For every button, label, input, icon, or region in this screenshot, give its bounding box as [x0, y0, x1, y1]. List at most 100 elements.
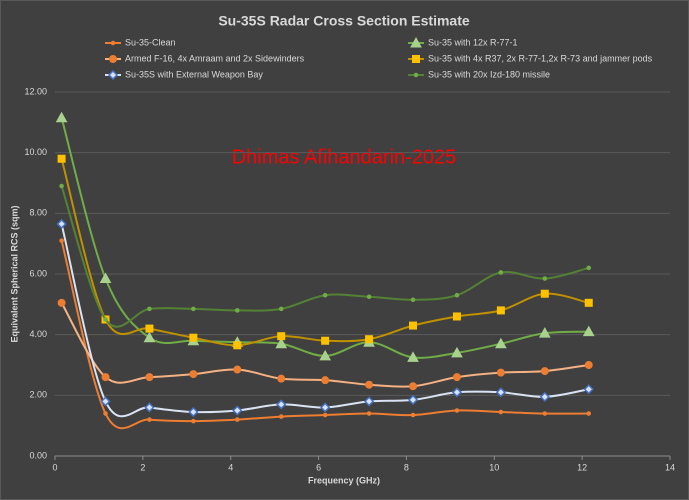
marker	[100, 396, 111, 407]
marker	[232, 405, 243, 416]
y-tick-label: 12.00	[24, 86, 47, 96]
legend-marker	[410, 36, 422, 48]
marker	[103, 317, 108, 322]
marker	[498, 409, 504, 415]
marker	[452, 373, 461, 382]
x-tick-label: 6	[316, 462, 321, 472]
marker	[583, 384, 594, 395]
legend-label: Armed F-16, 4x Amraam and 2x Sidewinders	[125, 53, 305, 63]
x-tick-label: 0	[52, 462, 57, 472]
marker	[233, 341, 242, 350]
legend-marker	[413, 72, 419, 78]
marker	[147, 306, 152, 312]
marker	[189, 333, 198, 342]
marker	[586, 265, 592, 271]
y-tick-label: 10.00	[24, 147, 47, 157]
marker	[59, 183, 64, 189]
y-tick-label: 6.00	[29, 268, 47, 278]
marker	[322, 292, 328, 298]
marker	[99, 272, 112, 284]
marker	[57, 154, 66, 163]
marker	[235, 308, 240, 313]
legend-label: Su-35S with External Weapon Bay	[125, 69, 263, 79]
marker	[495, 337, 507, 349]
marker	[538, 327, 551, 338]
marker	[278, 414, 284, 419]
marker	[321, 376, 330, 385]
marker	[586, 411, 592, 416]
marker	[496, 306, 505, 315]
marker	[582, 325, 595, 337]
x-tick-label: 8	[404, 462, 409, 472]
marker	[407, 394, 419, 405]
marker	[321, 336, 330, 345]
x-tick-label: 14	[665, 462, 675, 472]
marker	[409, 382, 418, 391]
marker	[584, 298, 593, 307]
marker	[365, 335, 374, 344]
marker	[542, 276, 548, 281]
y-tick-label: 8.00	[29, 208, 47, 218]
y-tick-label: 0.00	[29, 450, 47, 460]
marker	[145, 324, 154, 333]
marker	[320, 402, 331, 413]
legend-marker	[412, 55, 420, 63]
marker	[451, 387, 463, 398]
legend-label: Su-35 with 20x Izd-180 missile	[428, 69, 550, 79]
marker	[188, 406, 199, 418]
marker	[366, 411, 372, 416]
marker	[410, 412, 416, 418]
marker	[319, 349, 332, 361]
marker	[496, 368, 505, 377]
marker	[145, 373, 154, 382]
marker	[276, 399, 287, 410]
annotation: Dhimas Afihandarin-2025	[232, 146, 457, 168]
legend-marker	[110, 40, 116, 46]
marker	[540, 289, 549, 298]
x-tick-label: 4	[228, 462, 233, 472]
marker	[147, 417, 152, 422]
chart-title: Su-35S Radar Cross Section Estimate	[218, 13, 470, 29]
marker	[235, 417, 240, 422]
legend-label: Su-35-Clean	[125, 37, 176, 47]
y-axis-title: Equivalent Spherical RCS (sqm)	[9, 205, 19, 342]
marker	[275, 337, 288, 349]
x-tick-label: 2	[140, 462, 145, 472]
marker	[55, 111, 68, 123]
legend-marker	[107, 69, 119, 81]
marker	[584, 361, 593, 369]
marker	[542, 411, 548, 416]
marker	[56, 218, 67, 230]
marker	[452, 312, 461, 321]
marker	[540, 367, 549, 376]
marker	[539, 391, 550, 402]
marker	[495, 387, 506, 398]
marker	[364, 396, 375, 407]
marker	[143, 331, 156, 343]
marker	[57, 298, 66, 307]
legend-label: Su-35 with 12x R-77-1	[428, 37, 518, 47]
marker	[454, 292, 460, 298]
marker	[407, 351, 419, 362]
marker	[59, 238, 64, 243]
marker	[409, 321, 418, 330]
marker	[322, 412, 328, 418]
x-tick-label: 10	[489, 462, 499, 472]
marker	[366, 294, 372, 300]
y-tick-label: 4.00	[29, 329, 47, 339]
marker	[144, 402, 155, 413]
marker	[277, 374, 286, 383]
marker	[191, 306, 196, 312]
x-tick-label: 12	[577, 462, 587, 472]
marker	[189, 370, 198, 379]
marker	[410, 297, 416, 303]
marker	[191, 418, 196, 424]
legend-marker	[109, 55, 117, 63]
marker	[365, 380, 374, 389]
marker	[277, 332, 286, 341]
marker	[498, 270, 504, 275]
marker	[101, 373, 110, 382]
marker	[233, 365, 242, 374]
